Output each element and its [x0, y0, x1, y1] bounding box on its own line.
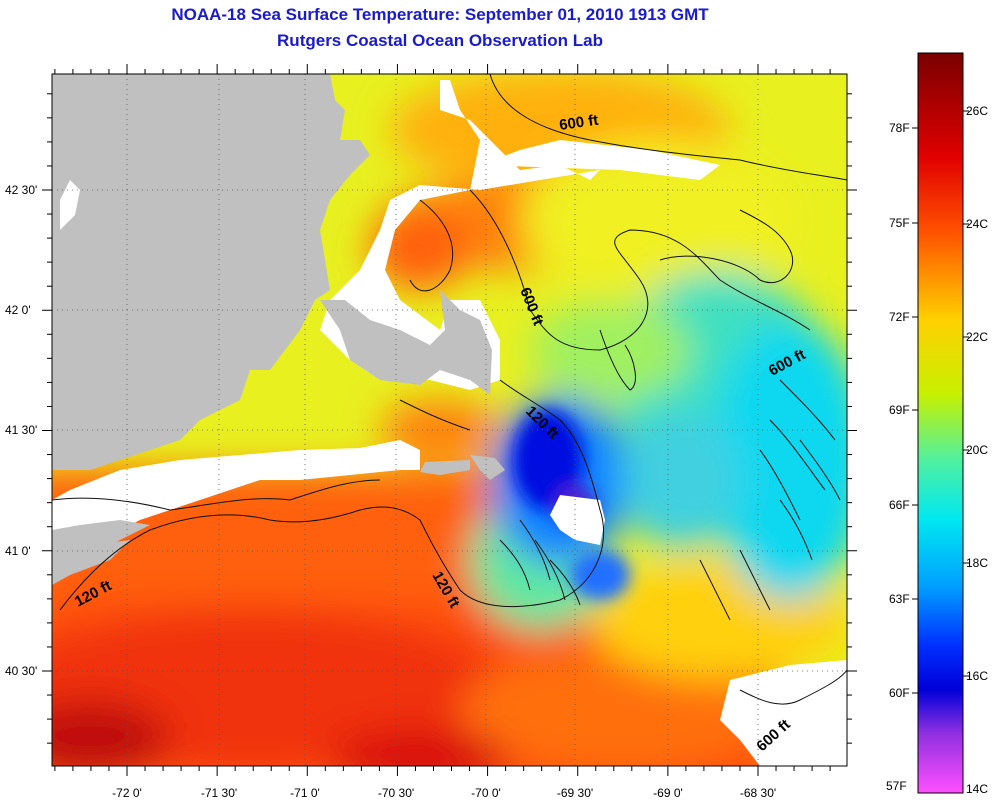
colorbar-f-label: 75F [889, 216, 910, 230]
graticule [52, 74, 847, 766]
sst-field [52, 74, 847, 766]
axis-ticks [42, 64, 857, 776]
colorbar-f-label: 60F [889, 686, 910, 700]
colorbar-f-label: 78F [889, 121, 910, 135]
longitude-label: -69 30' [556, 786, 594, 800]
colorbar-f-label: 69F [889, 403, 910, 417]
colorbar-f-label: 63F [889, 592, 910, 606]
map-subtitle: Rutgers Coastal Ocean Observation Lab [277, 31, 603, 50]
map-title: NOAA-18 Sea Surface Temperature: Septemb… [171, 5, 709, 24]
map-frame [51, 73, 848, 767]
colorbar-c-label: 26C [966, 104, 989, 118]
colorbar-f-label: 66F [889, 498, 910, 512]
colorbar-c-label: 22C [966, 330, 989, 344]
longitude-label: -71 30' [200, 786, 238, 800]
longitude-label: -68 30' [739, 786, 777, 800]
colorbar-c-label: 14C [966, 782, 989, 796]
colorbar-c-label: 20C [966, 443, 989, 457]
longitude-label: -69 0' [653, 786, 683, 800]
latitude-label: 42 30' [5, 183, 38, 197]
longitude-label: -72 0' [112, 786, 142, 800]
longitude-label: -70 0' [471, 786, 501, 800]
latitude-label: 40 30' [5, 664, 38, 678]
colorbar-f-label: 57F [886, 779, 907, 793]
longitude-label: -70 30' [377, 786, 415, 800]
latitude-label: 41 30' [5, 423, 38, 437]
colorbar-ticks [912, 110, 969, 694]
colorbar [917, 52, 964, 794]
colorbar-c-label: 16C [966, 669, 989, 683]
latitude-label: 42 0' [5, 303, 31, 317]
colorbar-c-label: 18C [966, 556, 989, 570]
depth-contours [52, 74, 847, 705]
longitude-label: -71 0' [290, 786, 320, 800]
latitude-label: 41 0' [5, 544, 31, 558]
colorbar-f-label: 72F [889, 310, 910, 324]
colorbar-c-label: 24C [966, 217, 989, 231]
